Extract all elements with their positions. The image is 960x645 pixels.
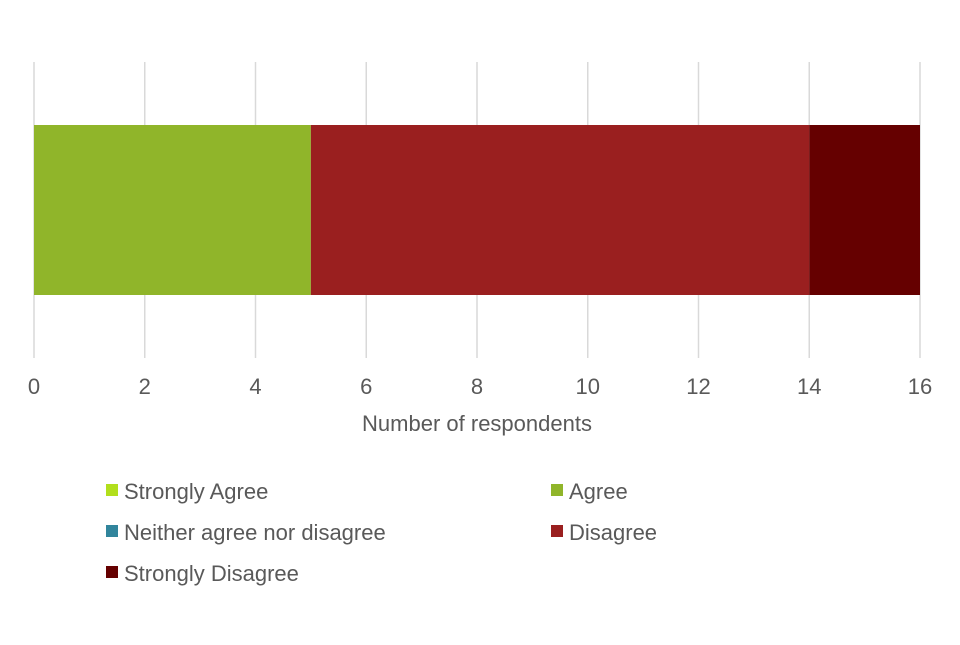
legend-label: Agree (569, 479, 628, 504)
x-tick-label: 4 (249, 374, 261, 399)
legend-swatch (106, 566, 118, 578)
x-axis-title: Number of respondents (362, 411, 592, 436)
legend-label: Strongly Agree (124, 479, 268, 504)
x-tick-label: 14 (797, 374, 821, 399)
x-tick-label: 10 (576, 374, 600, 399)
legend-item: Disagree (551, 520, 657, 545)
bar-segment-strongly-disagree (809, 125, 920, 295)
x-tick-label: 16 (908, 374, 932, 399)
legend-swatch (551, 525, 563, 537)
legend-item: Strongly Agree (106, 479, 268, 504)
x-tick-label: 8 (471, 374, 483, 399)
legend-item: Agree (551, 479, 628, 504)
legend-swatch (106, 525, 118, 537)
bar-segment-agree (34, 125, 311, 295)
x-tick-label: 0 (28, 374, 40, 399)
legend-item: Strongly Disagree (106, 561, 299, 586)
bars (34, 125, 920, 295)
legend-swatch (106, 484, 118, 496)
legend-label: Disagree (569, 520, 657, 545)
legend-label: Strongly Disagree (124, 561, 299, 586)
legend: Strongly Agree Agree Neither agree nor dis… (106, 479, 657, 586)
x-axis-ticks: 0 2 4 6 8 10 12 14 16 (28, 374, 932, 399)
legend-item: Neither agree nor disagree (106, 520, 386, 545)
x-tick-label: 6 (360, 374, 372, 399)
x-tick-label: 2 (139, 374, 151, 399)
legend-swatch (551, 484, 563, 496)
x-tick-label: 12 (686, 374, 710, 399)
bar-segment-disagree (310, 125, 810, 295)
legend-label: Neither agree nor disagree (124, 520, 386, 545)
